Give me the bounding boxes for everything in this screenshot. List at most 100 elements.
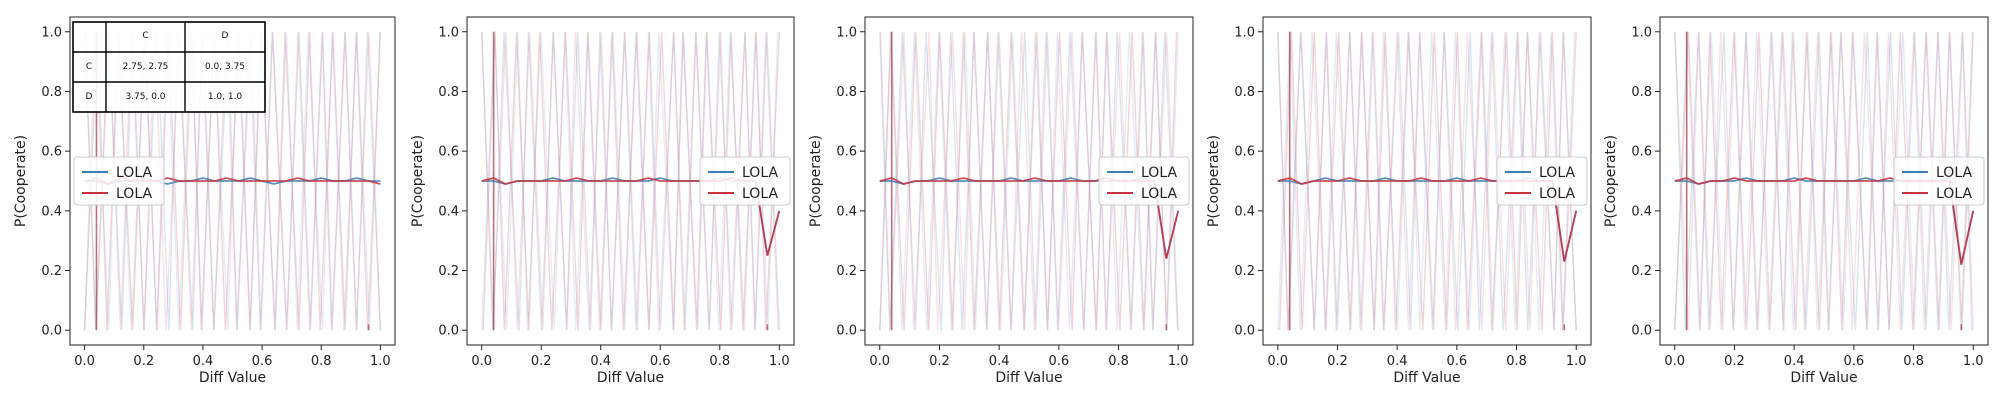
legend: LOLA LOLA	[73, 156, 165, 206]
y-tick-label: 0.6	[438, 145, 459, 160]
legend-label-2: LOLA	[742, 186, 778, 202]
table-border	[72, 21, 266, 113]
y-tick-label: 0.0	[41, 324, 62, 339]
plot-area	[879, 31, 1180, 331]
legend-label-1: LOLA	[1141, 165, 1177, 181]
y-tick-label: 1.0	[1631, 25, 1652, 40]
y-tick-label: 0.8	[1631, 85, 1652, 100]
x-tick-label: 0.4	[989, 354, 1010, 369]
x-tick-label: 0.2	[133, 354, 154, 369]
x-tick-label: 1.0	[1168, 354, 1189, 369]
table-row-header: C	[86, 62, 92, 72]
y-tick-label: 0.0	[1631, 324, 1652, 339]
x-tick-label: 0.4	[590, 354, 611, 369]
legend-label-1: LOLA	[1936, 165, 1972, 181]
x-tick-label: 1.0	[1963, 354, 1984, 369]
x-tick-label: 1.0	[1566, 354, 1587, 369]
legend-label-2: LOLA	[1539, 186, 1575, 202]
x-tick-label: 0.8	[709, 354, 730, 369]
chart-panel-3: 0.0 0.2 0.4 0.6 0.8 1.0 0.0 0.2 0.4 0.6 0.8 1.0 Diff…	[808, 16, 1194, 386]
x-tick-label: 1.0	[769, 354, 790, 369]
y-tick-label: 0.4	[438, 204, 459, 219]
legend-label-1: LOLA	[742, 165, 778, 181]
x-tick-label: 1.0	[370, 354, 391, 369]
table-cell: 1.0, 1.0	[208, 92, 243, 102]
x-tick-label: 0.0	[1267, 354, 1288, 369]
chart-panel-5: 0.0 0.2 0.4 0.6 0.8 1.0 0.0 0.2 0.4 0.6 0.8 1.0 Diff…	[1603, 16, 1989, 386]
axes-frame	[466, 16, 795, 346]
plot-area	[1674, 31, 1975, 331]
x-tick-label: 0.6	[1844, 354, 1865, 369]
y-tick-label: 0.4	[836, 204, 857, 219]
legend-label-2: LOLA	[1141, 186, 1177, 202]
x-tick-label: 0.4	[1784, 354, 1805, 369]
table-col-header: C	[142, 31, 148, 41]
y-axis-label: P(Cooperate)	[1206, 135, 1222, 227]
x-tick-label: 0.8	[1506, 354, 1527, 369]
y-axis-label: P(Cooperate)	[13, 135, 29, 227]
chart-panel-1: 0.0 0.2 0.4 0.6 0.8 1.0 0.0 0.2 0.4 0.6 0.8 1.0 Diff…	[13, 16, 396, 386]
x-tick-label: 0.2	[1724, 354, 1745, 369]
table-cell: 2.75, 2.75	[123, 62, 169, 72]
y-tick-label: 0.6	[836, 145, 857, 160]
y-tick-label: 1.0	[836, 25, 857, 40]
x-tick-label: 0.0	[869, 354, 890, 369]
legend: LOLA LOLA	[699, 156, 791, 206]
axes-frame	[864, 16, 1194, 346]
axes-frame	[1659, 16, 1989, 346]
legend-label-2: LOLA	[116, 186, 152, 202]
x-axis-label: Diff Value	[597, 370, 664, 386]
x-axis-label: Diff Value	[995, 370, 1062, 386]
y-tick-label: 0.8	[1234, 85, 1255, 100]
x-tick-label: 0.4	[1387, 354, 1408, 369]
y-tick-label: 0.8	[836, 85, 857, 100]
axes-frame	[1262, 16, 1592, 346]
y-tick-label: 0.6	[41, 145, 62, 160]
x-tick-label: 0.2	[531, 354, 552, 369]
y-tick-label: 0.0	[438, 324, 459, 339]
y-tick-label: 0.6	[1234, 145, 1255, 160]
x-tick-label: 0.8	[1903, 354, 1924, 369]
axes-frame	[69, 16, 396, 346]
x-tick-label: 0.0	[471, 354, 492, 369]
legend: LOLA LOLA	[1496, 156, 1588, 206]
x-axis-label: Diff Value	[1790, 370, 1857, 386]
y-tick-label: 0.6	[1631, 145, 1652, 160]
x-tick-label: 0.6	[252, 354, 273, 369]
x-tick-label: 0.0	[74, 354, 95, 369]
y-tick-label: 0.2	[1234, 264, 1255, 279]
y-tick-label: 1.0	[41, 25, 62, 40]
x-axis-label: Diff Value	[1393, 370, 1460, 386]
x-tick-label: 0.8	[1108, 354, 1129, 369]
y-tick-label: 0.8	[438, 85, 459, 100]
y-axis-label: P(Cooperate)	[1603, 135, 1619, 227]
y-axis-label: P(Cooperate)	[410, 135, 426, 227]
table-cell: 3.75, 0.0	[125, 92, 165, 102]
y-tick-label: 0.0	[1234, 324, 1255, 339]
x-tick-label: 0.0	[1664, 354, 1685, 369]
y-tick-label: 0.4	[1234, 204, 1255, 219]
y-tick-label: 0.4	[41, 204, 62, 219]
x-tick-label: 0.2	[929, 354, 950, 369]
table-cell: 0.0, 3.75	[205, 62, 245, 72]
y-tick-label: 0.2	[836, 264, 857, 279]
x-tick-label: 0.4	[193, 354, 214, 369]
y-tick-label: 0.2	[438, 264, 459, 279]
legend: LOLA LOLA	[1098, 156, 1190, 206]
chart-panel-2: 0.0 0.2 0.4 0.6 0.8 1.0 0.0 0.2 0.4 0.6 0.8 1.0 Diff…	[410, 16, 795, 386]
table-row-header: D	[86, 92, 93, 102]
y-tick-label: 0.0	[836, 324, 857, 339]
chart-panel-4: 0.0 0.2 0.4 0.6 0.8 1.0 0.0 0.2 0.4 0.6 0.8 1.0 Diff…	[1206, 16, 1592, 386]
x-tick-label: 0.6	[1447, 354, 1468, 369]
legend-label-1: LOLA	[116, 165, 152, 181]
x-tick-label: 0.2	[1327, 354, 1348, 369]
legend-label-1: LOLA	[1539, 165, 1575, 181]
y-axis-label: P(Cooperate)	[808, 135, 824, 227]
y-tick-label: 0.8	[41, 85, 62, 100]
y-tick-label: 0.2	[1631, 264, 1652, 279]
y-tick-label: 0.2	[41, 264, 62, 279]
payoff-table: C D C 2.75, 2.75 0.0, 3.75 D 3.75, 0.0 1.0, 1.0	[72, 21, 266, 113]
x-tick-label: 0.6	[650, 354, 671, 369]
legend: LOLA LOLA	[1893, 156, 1985, 206]
